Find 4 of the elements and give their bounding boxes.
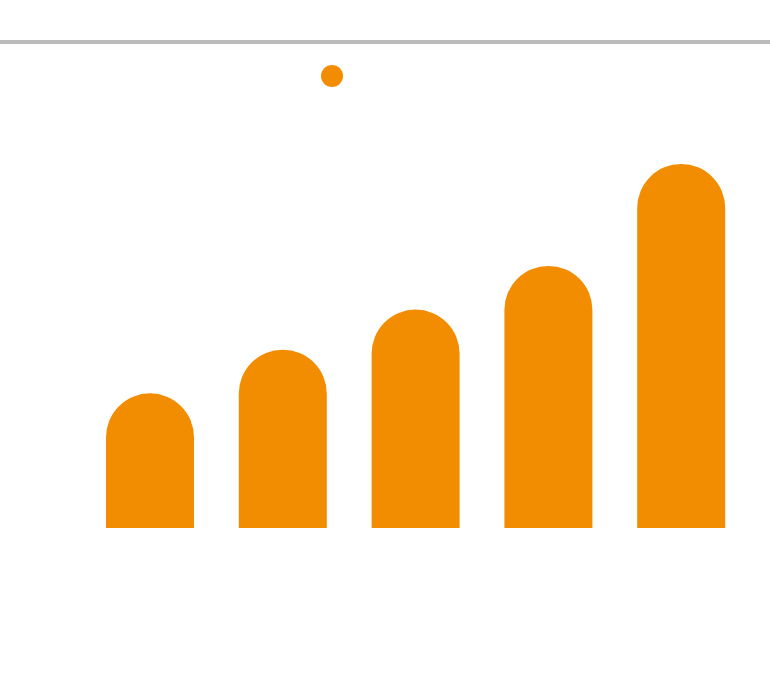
bar	[238, 349, 327, 528]
bar	[371, 309, 460, 528]
bar	[637, 164, 726, 528]
bar	[504, 265, 593, 528]
